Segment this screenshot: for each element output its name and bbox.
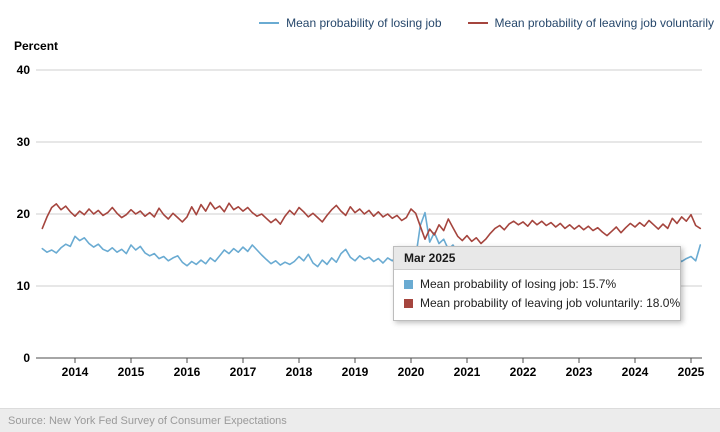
svg-text:2019: 2019 bbox=[342, 365, 369, 379]
source-note: Source: New York Fed Survey of Consumer … bbox=[8, 415, 287, 427]
series-line-1 bbox=[41, 201, 702, 245]
legend-item-losing-job[interactable]: Mean probability of losing job bbox=[259, 16, 442, 30]
legend-line-swatch bbox=[259, 22, 280, 24]
tooltip-row-text: Mean probability of leaving job voluntar… bbox=[420, 296, 681, 310]
tooltip-row: Mean probability of losing job: 15.7% bbox=[404, 275, 670, 294]
legend-item-leaving-job[interactable]: Mean probability of leaving job voluntar… bbox=[467, 16, 714, 30]
legend-label: Mean probability of leaving job voluntar… bbox=[494, 16, 714, 30]
svg-text:0: 0 bbox=[23, 351, 30, 365]
svg-text:2014: 2014 bbox=[62, 365, 89, 379]
svg-text:2018: 2018 bbox=[286, 365, 313, 379]
svg-text:40: 40 bbox=[17, 63, 31, 77]
svg-text:2020: 2020 bbox=[398, 365, 425, 379]
chart-svg[interactable]: 0 10 20 30 40 2014 2015 2016 2017 2018 2019 2020 202… bbox=[0, 0, 720, 405]
tooltip-row-text: Mean probability of losing job: 15.7% bbox=[420, 277, 617, 291]
tooltip-row: Mean probability of leaving job voluntar… bbox=[404, 294, 680, 313]
svg-text:2024: 2024 bbox=[622, 365, 649, 379]
legend-label: Mean probability of losing job bbox=[286, 16, 442, 30]
svg-text:2016: 2016 bbox=[174, 365, 201, 379]
tooltip-marker-leaving-job bbox=[404, 299, 413, 308]
svg-text:2017: 2017 bbox=[230, 365, 257, 379]
y-tick-labels: 0 10 20 30 40 bbox=[17, 63, 31, 365]
svg-text:2023: 2023 bbox=[566, 365, 593, 379]
svg-text:20: 20 bbox=[17, 207, 31, 221]
svg-text:2021: 2021 bbox=[454, 365, 481, 379]
svg-text:30: 30 bbox=[17, 135, 31, 149]
x-axis: 2014 2015 2016 2017 2018 2019 2020 2021 2022 2023… bbox=[62, 358, 705, 379]
tooltip-body: Mean probability of losing job: 15.7% Me… bbox=[394, 270, 680, 320]
y-axis-title: Percent bbox=[14, 39, 59, 53]
svg-text:2022: 2022 bbox=[510, 365, 537, 379]
legend-line-swatch bbox=[467, 22, 488, 24]
svg-text:2015: 2015 bbox=[118, 365, 145, 379]
svg-text:10: 10 bbox=[17, 279, 31, 293]
tooltip-title: Mar 2025 bbox=[394, 247, 680, 270]
chart-tooltip: Mar 2025 Mean probability of losing job:… bbox=[393, 246, 681, 321]
footer-bar: Source: New York Fed Survey of Consumer … bbox=[0, 408, 720, 432]
svg-text:2025: 2025 bbox=[678, 365, 705, 379]
tooltip-marker-losing-job bbox=[404, 280, 413, 289]
legend: Mean probability of losing job Mean prob… bbox=[259, 16, 714, 30]
